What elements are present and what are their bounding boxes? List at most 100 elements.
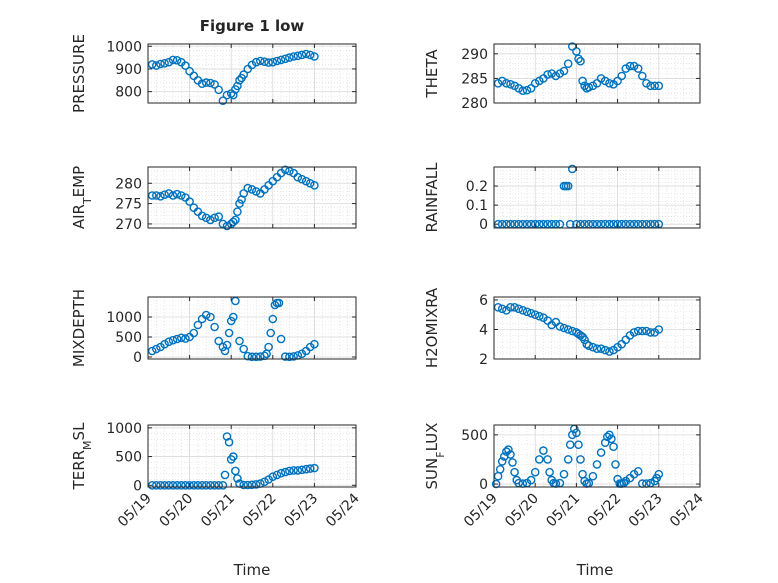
y-axis-label: THETA <box>423 49 441 99</box>
data-series <box>147 296 319 362</box>
data-point <box>633 326 643 336</box>
y-tick-label: 500 <box>461 428 488 444</box>
data-point <box>535 455 544 464</box>
data-point <box>289 352 298 361</box>
y-tick-label: 6 <box>479 293 488 309</box>
data-point <box>310 463 319 473</box>
data-point <box>251 352 261 362</box>
data-point <box>160 190 169 199</box>
y-tick-label: 1000 <box>106 421 142 437</box>
data-point <box>289 52 298 61</box>
data-point <box>264 342 273 352</box>
data-point <box>201 78 211 87</box>
data-point <box>251 480 261 489</box>
data-point <box>305 178 315 188</box>
data-point <box>565 440 575 450</box>
data-point <box>297 50 307 60</box>
data-point <box>574 440 583 450</box>
data-point <box>218 96 228 105</box>
data-point <box>592 344 602 354</box>
y-tick-label: 800 <box>115 85 142 101</box>
data-point <box>268 314 278 324</box>
data-point <box>510 302 519 312</box>
axes-box <box>493 43 701 104</box>
data-point <box>181 61 190 70</box>
data-point <box>168 191 178 200</box>
data-point <box>228 312 238 322</box>
data-point <box>228 452 238 461</box>
data-point <box>518 86 528 95</box>
axes-box <box>147 296 357 360</box>
data-point <box>543 70 552 79</box>
data-point <box>545 467 554 477</box>
data-point <box>272 470 282 480</box>
data-point <box>266 328 276 338</box>
subplot-h2omixra: 2 4 6 H2OMIXRA <box>423 287 701 368</box>
data-point <box>164 189 174 198</box>
data-point <box>214 336 223 346</box>
data-point <box>621 64 631 73</box>
data-point <box>224 437 234 447</box>
y-tick-label: 4 <box>479 322 488 338</box>
data-point <box>625 61 635 71</box>
data-point <box>206 480 215 490</box>
data-point <box>274 298 284 308</box>
data-point <box>228 90 238 100</box>
data-point <box>151 344 161 354</box>
data-point <box>280 352 290 361</box>
data-point <box>563 455 573 464</box>
data-point <box>633 466 643 476</box>
data-point <box>310 180 319 190</box>
data-point <box>189 480 199 490</box>
data-point <box>147 346 157 356</box>
axes-background <box>148 167 356 228</box>
data-point <box>176 480 186 490</box>
data-point <box>530 467 540 477</box>
data-point <box>251 57 261 67</box>
data-point <box>239 70 248 79</box>
data-point <box>646 81 655 91</box>
data-point <box>197 211 207 221</box>
data-point <box>526 308 536 318</box>
data-point <box>168 55 178 65</box>
data-point <box>172 480 182 490</box>
data-point <box>181 334 190 343</box>
data-point <box>607 434 616 444</box>
data-point <box>576 56 585 66</box>
data-point <box>559 66 569 76</box>
data-point <box>530 310 540 320</box>
data-point <box>305 50 315 60</box>
y-axis-label: TERRMSL <box>70 422 94 491</box>
data-point <box>526 475 536 485</box>
y-tick-label: 0 <box>133 478 142 494</box>
data-point <box>310 52 319 61</box>
data-point <box>293 466 303 475</box>
data-point <box>201 480 211 490</box>
data-point <box>559 469 569 479</box>
subplot-rainfall: 0 0.1 0.2 RAINFALL <box>423 162 701 233</box>
data-point <box>491 479 501 489</box>
axes-background <box>148 44 356 103</box>
y-axis-label: SUNFLUX <box>423 423 447 490</box>
grid <box>494 44 700 104</box>
data-point <box>650 81 660 91</box>
data-point <box>235 199 244 208</box>
y-axis-label: H2OMIXRA <box>423 287 441 368</box>
y-tick-label: 0.1 <box>466 198 488 214</box>
data-point <box>563 181 573 191</box>
data-point <box>251 187 261 196</box>
data-point <box>235 76 244 85</box>
data-point <box>654 81 664 91</box>
y-tick-label: 280 <box>461 96 488 112</box>
data-point <box>510 467 519 477</box>
data-point <box>181 480 190 490</box>
data-point <box>164 337 174 347</box>
data-point <box>231 215 240 225</box>
y-tick-label: 2 <box>479 352 488 368</box>
data-point <box>596 344 606 354</box>
data-point <box>497 304 507 314</box>
y-axis-label: PRESSURE <box>70 34 88 113</box>
data-series <box>493 42 664 95</box>
data-point <box>497 76 507 86</box>
